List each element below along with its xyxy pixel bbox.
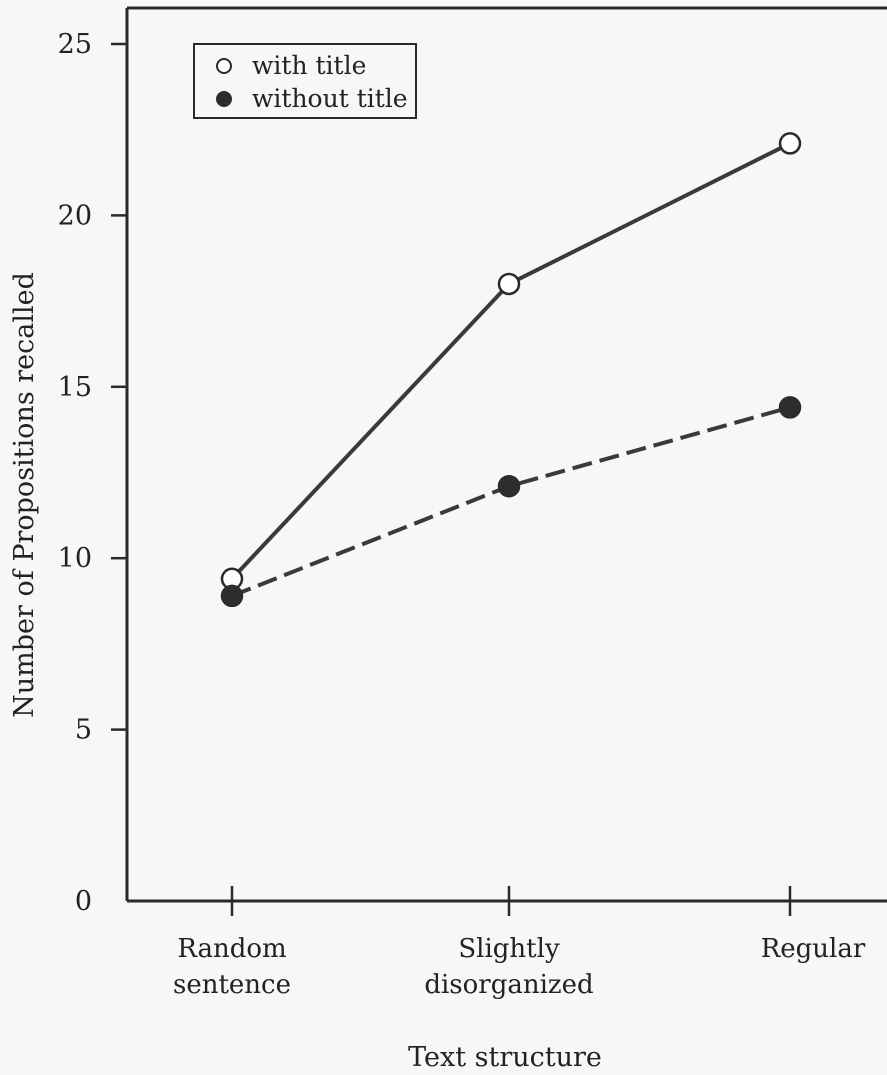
legend: with title without title	[193, 43, 417, 119]
legend-marker-without-title	[216, 91, 232, 107]
x-axis-ticks: Random sentence Slightly disorganized Regula…	[173, 886, 866, 1000]
y-axis-ticks: 0 5 10 15 20 25	[58, 29, 127, 917]
x-tick-label: Random	[177, 934, 286, 964]
legend-label-with-title: with title	[252, 51, 366, 80]
data-point-without-title	[778, 396, 802, 419]
y-tick-label: 15	[58, 372, 92, 403]
y-tick-label: 5	[75, 715, 92, 746]
legend-label-without-title: without title	[252, 84, 408, 113]
x-tick-label: sentence	[173, 970, 291, 1000]
data-point-with-title	[497, 272, 521, 296]
data-point-with-title	[778, 132, 802, 155]
legend-marker-with-title	[216, 58, 232, 74]
series-line-with-title	[230, 141, 791, 581]
y-tick-label: 20	[58, 200, 92, 231]
series-layer	[220, 132, 802, 608]
x-tick-label: Slightly	[458, 934, 560, 964]
data-point-without-title	[220, 584, 244, 608]
series-line-without-title	[231, 405, 791, 598]
y-axis-title: Number of Propositions recalled	[9, 272, 40, 718]
data-point-without-title	[497, 474, 521, 498]
x-tick-label: Regular	[761, 934, 866, 964]
y-tick-label: 10	[58, 543, 92, 574]
y-tick-label: 0	[75, 886, 92, 917]
legend-box	[193, 43, 417, 119]
x-axis-title: Text structure	[408, 1042, 602, 1073]
x-tick-label: disorganized	[424, 970, 593, 1000]
y-tick-label: 25	[58, 29, 92, 60]
